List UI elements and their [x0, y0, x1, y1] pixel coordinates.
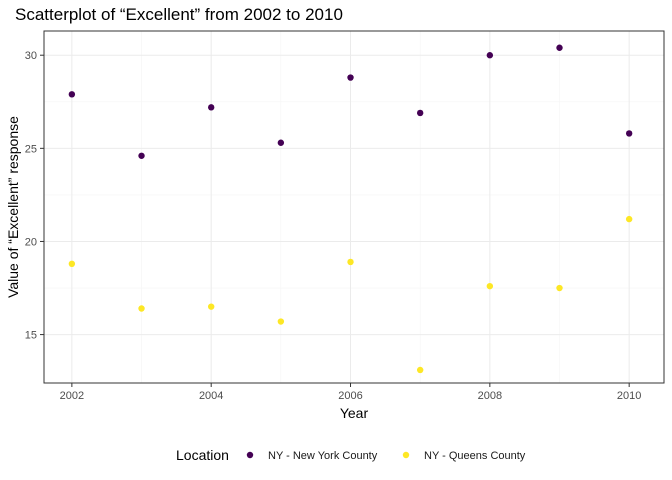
plot-panel-background — [44, 31, 664, 383]
x-axis: 2002 2004 2006 2008 2010 — [60, 383, 641, 402]
data-point-series-2 — [556, 284, 563, 292]
legend-key-series-2 — [402, 451, 410, 459]
data-point-series-2 — [486, 282, 494, 290]
data-point-series-1 — [416, 109, 424, 117]
x-tick-label: 2010 — [617, 390, 641, 402]
chart-title: Scatterplot of “Excellent” from 2002 to … — [15, 5, 343, 24]
legend: Location NY - New York County NY - Queens… — [176, 447, 526, 463]
data-point-series-1 — [625, 130, 633, 137]
data-point-series-2 — [138, 305, 145, 312]
data-point-series-2 — [347, 258, 354, 266]
legend-key-series-1 — [246, 451, 254, 459]
data-point-series-1 — [207, 104, 215, 111]
y-axis: 15 20 25 30 — [25, 50, 44, 342]
legend-title: Location — [176, 447, 229, 463]
plot-panel-border — [43, 30, 665, 384]
y-tick-label: 25 — [25, 143, 37, 155]
data-point-series-2 — [625, 215, 633, 223]
y-tick-label: 20 — [25, 236, 37, 248]
data-point-series-1 — [68, 91, 76, 98]
data-point-series-2 — [277, 318, 285, 325]
legend-label-series-1: NY - New York County — [268, 450, 378, 462]
data-point-series-1 — [486, 52, 494, 59]
data-point-series-1 — [277, 139, 285, 146]
legend-label-series-2: NY - Queens County — [424, 450, 526, 462]
x-tick-label: 2006 — [338, 390, 362, 402]
data-point-series-1 — [138, 152, 145, 159]
data-point-series-2 — [68, 260, 76, 268]
x-axis-title: Year — [340, 405, 369, 421]
data-points — [68, 44, 633, 374]
data-point-series-1 — [556, 44, 563, 51]
grid — [44, 31, 664, 383]
data-point-series-2 — [416, 366, 424, 374]
x-tick-label: 2008 — [478, 390, 502, 402]
x-tick-label: 2004 — [199, 390, 223, 402]
y-tick-label: 15 — [25, 330, 37, 342]
data-point-series-2 — [207, 303, 215, 310]
y-axis-title: Value of “Excellent” response — [5, 116, 21, 298]
x-tick-label: 2002 — [60, 390, 84, 402]
y-tick-label: 30 — [25, 50, 37, 62]
data-point-series-1 — [347, 74, 354, 81]
